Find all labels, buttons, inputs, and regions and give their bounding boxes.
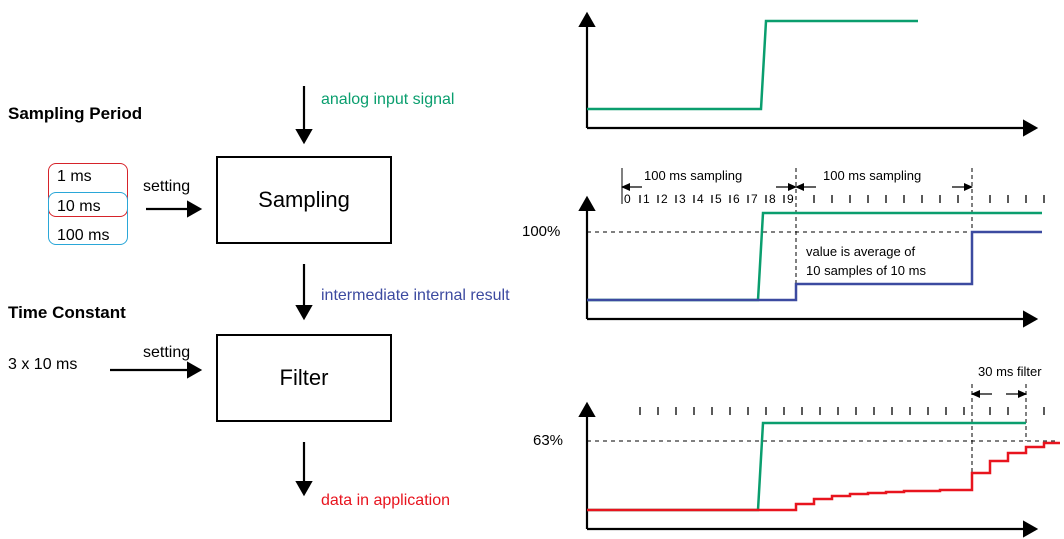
option-10ms[interactable]: 10 ms <box>57 198 101 215</box>
tick-number: 5 <box>715 192 722 206</box>
level-63-label: 63% <box>533 432 564 449</box>
sampling-box: Sampling <box>216 156 392 244</box>
setting-label-sampling: setting <box>143 178 191 195</box>
time-constant-value: 3 x 10 ms <box>8 356 78 373</box>
sampling-box-label: Sampling <box>258 187 350 212</box>
option-1ms-frame <box>48 163 128 217</box>
time-constant-heading: Time Constant <box>8 303 126 322</box>
setting-label-filter: setting <box>143 344 191 361</box>
graph2-analog-signal <box>587 211 1042 302</box>
option-1ms[interactable]: 1 ms <box>57 168 92 185</box>
graph2-sample-ticks <box>639 195 1045 203</box>
sampling-period-heading: Sampling Period <box>8 104 143 123</box>
option-100ms[interactable]: 100 ms <box>57 227 110 244</box>
graph1-analog-signal <box>587 19 918 111</box>
tick-number: 1 <box>643 192 650 206</box>
level-100-label: 100% <box>522 223 561 240</box>
average-note-line-1: value is average of <box>806 244 916 259</box>
tick-number: 6 <box>733 192 740 206</box>
tick-number: 4 <box>697 192 704 206</box>
tick-number: 9 <box>787 192 794 206</box>
tick-number: 0 <box>624 192 631 206</box>
sampling-window-label-2: 100 ms sampling <box>823 168 922 183</box>
tick-number: 7 <box>751 192 758 206</box>
tick-number: 8 <box>769 192 776 206</box>
average-note-line-2: 10 samples of 10 ms <box>806 263 926 278</box>
data-in-application-label: data in application <box>321 492 450 509</box>
filter-window-label: 30 ms filter <box>978 364 1042 379</box>
tick-number: 3 <box>679 192 686 206</box>
graph2-sampled-result <box>587 230 1042 302</box>
sampling-window-label-1: 100 ms sampling <box>644 168 743 183</box>
graph3-sample-ticks <box>639 407 1045 415</box>
filter-box: Filter <box>216 334 392 422</box>
analog-input-label: analog input signal <box>321 91 455 108</box>
filter-box-label: Filter <box>279 365 329 390</box>
option-100ms-frame <box>48 192 128 245</box>
tick-number: 2 <box>661 192 668 206</box>
graph3-analog-signal <box>587 421 1026 512</box>
graph3-filtered-output <box>587 441 1060 512</box>
intermediate-result-label: intermediate internal result <box>321 287 510 304</box>
